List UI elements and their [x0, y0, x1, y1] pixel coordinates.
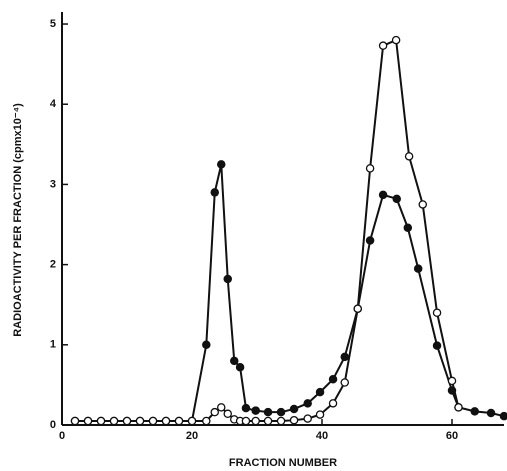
data-point — [122, 416, 132, 426]
x-axis-label: FRACTION NUMBER — [229, 457, 337, 469]
data-point — [96, 416, 106, 426]
y-tick-label: 5 — [50, 18, 56, 30]
data-point — [340, 352, 349, 362]
y-tick-label: 3 — [50, 178, 56, 190]
data-point — [303, 414, 312, 423]
data-point — [340, 378, 349, 387]
data-point — [161, 416, 171, 426]
y-axis-label: RADIOACTIVITY PER FRACTION (cpmx10⁻⁴) — [12, 103, 24, 337]
data-point — [378, 41, 388, 50]
data-point — [276, 416, 286, 426]
data-point — [241, 403, 251, 413]
data-point — [289, 404, 299, 414]
data-point — [210, 188, 219, 197]
data-point — [251, 406, 260, 415]
x-tick-label: 0 — [59, 430, 65, 442]
data-point — [223, 409, 232, 419]
data-point — [499, 411, 507, 421]
data-point — [403, 223, 413, 232]
data-point — [353, 304, 362, 313]
data-point — [210, 407, 219, 417]
y-tick-label: 1 — [50, 339, 56, 351]
data-point — [251, 416, 260, 426]
data-point — [135, 416, 145, 426]
data-point — [289, 415, 299, 425]
data-point — [216, 160, 226, 169]
data-point — [263, 416, 273, 426]
data-point — [392, 194, 401, 204]
x-tick-label: 40 — [316, 430, 328, 442]
data-point — [263, 407, 273, 417]
y-tick-label: 2 — [50, 259, 56, 271]
y-tick-label: 4 — [50, 98, 57, 110]
data-point — [303, 399, 312, 408]
data-point — [187, 416, 197, 426]
data-point — [470, 407, 479, 416]
data-point — [328, 375, 338, 384]
data-point — [216, 403, 226, 412]
data-point — [432, 308, 442, 317]
data-point — [315, 410, 325, 419]
data-point — [365, 236, 375, 245]
x-tick-label: 20 — [186, 430, 198, 442]
data-point — [413, 264, 423, 273]
data-point — [70, 416, 80, 426]
data-point — [486, 408, 496, 418]
data-point — [148, 416, 158, 426]
y-tick-label: 0 — [50, 419, 56, 431]
data-point — [365, 164, 375, 173]
x-tick-label: 60 — [446, 430, 458, 442]
data-point — [418, 200, 427, 209]
data-point — [276, 407, 286, 417]
data-point — [174, 416, 184, 426]
data-point — [202, 340, 211, 350]
data-point — [391, 35, 401, 45]
data-point — [223, 274, 232, 284]
data-point — [432, 341, 442, 350]
data-point — [83, 416, 93, 426]
series-line — [75, 38, 460, 422]
data-point — [241, 416, 251, 426]
data-point — [328, 399, 338, 408]
series-line — [75, 164, 505, 422]
data-point — [454, 403, 463, 412]
data-point — [235, 363, 245, 372]
data-point — [315, 387, 325, 397]
data-point — [447, 376, 457, 386]
data-point — [202, 416, 211, 426]
data-point — [378, 190, 388, 200]
data-point — [109, 416, 119, 426]
data-point — [404, 152, 414, 161]
data-point — [229, 356, 239, 366]
